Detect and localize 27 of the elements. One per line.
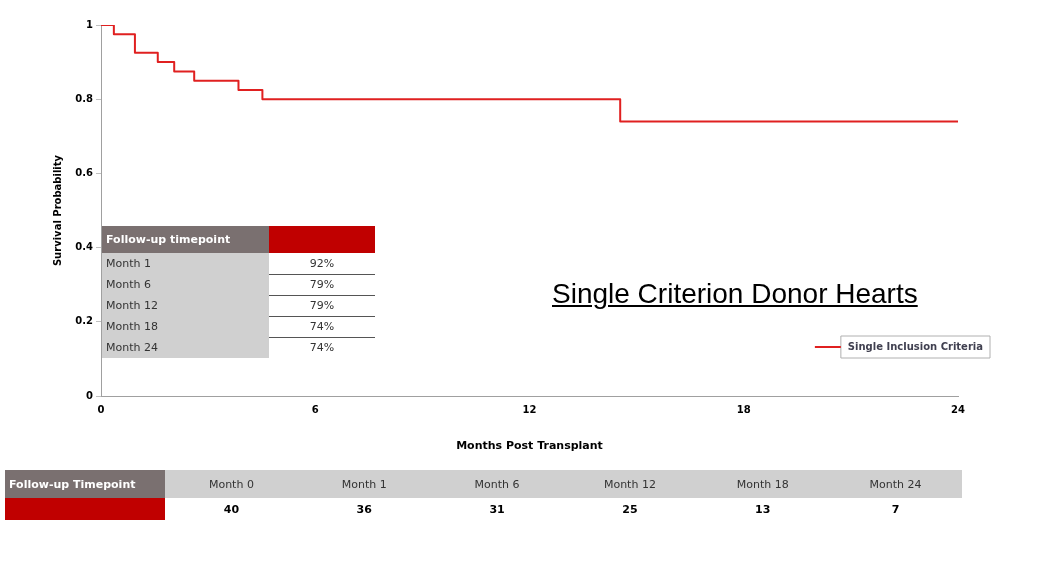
annotation: 79% <box>269 295 375 316</box>
x-tick-label: 6 <box>311 403 319 415</box>
y-tick-label: 0.2 <box>75 315 94 327</box>
annotation: 74% <box>308 340 336 357</box>
y-tick-label: 0.4 <box>75 241 94 253</box>
x-tick-label: 12 <box>522 403 537 415</box>
y-tick-label: 0 <box>86 389 94 401</box>
annotation: 92% <box>269 253 375 274</box>
y-tick-label: 0.6 <box>75 166 94 178</box>
x-tick-label: 24 <box>951 403 965 415</box>
annotation: Follow-up timepoint <box>102 226 269 253</box>
y-axis-title: Survival Probability <box>51 154 63 267</box>
y-tick-label: 1 <box>86 18 94 30</box>
annotation: Month 18 <box>102 316 269 337</box>
annotation: 74% <box>269 316 375 337</box>
x-axis-title: Months Post Transplant <box>456 439 603 453</box>
x-tick-label: 18 <box>736 403 751 415</box>
annotation: 79% <box>269 274 375 295</box>
annotation: Month 12 <box>102 295 269 316</box>
legend-label: Single Inclusion Criteria <box>847 340 984 352</box>
annotation: Month 6 <box>102 274 269 295</box>
at-risk-table: Follow-up Timepoint Month 0 Month 1 Month 6 Month 12 Month 18 Month 24 40 36 31 25 13 7 <box>5 470 962 520</box>
annotation: Month 24 <box>102 337 269 358</box>
annotation: Single Criterion Donor Hearts <box>552 278 918 310</box>
y-tick-label: 0.8 <box>75 92 94 104</box>
annotation: Month 1 <box>102 253 269 274</box>
x-tick-label: 0 <box>97 403 105 415</box>
